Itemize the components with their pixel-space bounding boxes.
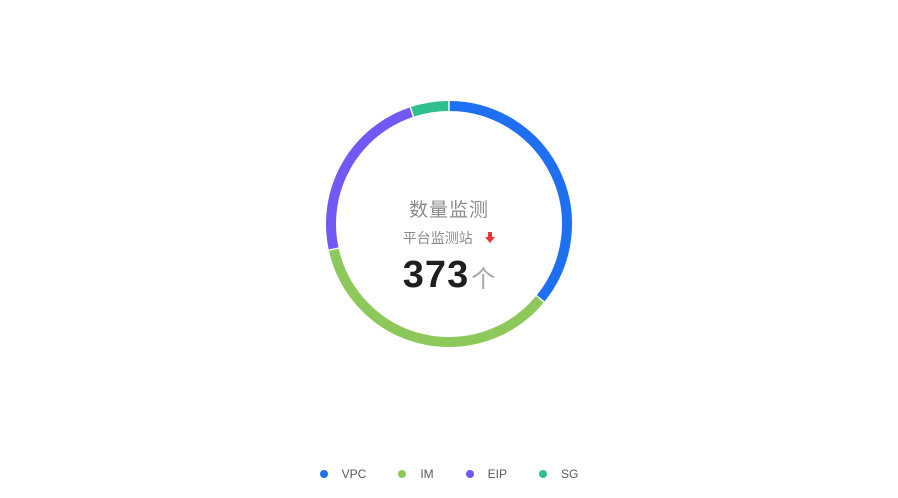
total-unit: 个 bbox=[471, 265, 496, 293]
donut-slice-vpc[interactable] bbox=[449, 101, 572, 302]
legend-item-sg[interactable]: SG bbox=[539, 467, 578, 481]
donut-slice-im[interactable] bbox=[328, 248, 544, 347]
legend-dot bbox=[539, 470, 548, 478]
legend-item-eip[interactable]: EIP bbox=[465, 467, 508, 481]
center-summary: 数量监测 平台监测站 373个 bbox=[349, 196, 549, 301]
chart-legend: VPC IM EIP SG bbox=[0, 467, 898, 481]
chart-title: 数量监测 bbox=[408, 199, 489, 221]
chart-subtitle: 平台监测站 bbox=[402, 231, 473, 247]
chart-subtitle-row: 平台监测站 bbox=[349, 228, 549, 250]
donut-slice-eip[interactable] bbox=[326, 107, 413, 250]
total-value-row: 373个 bbox=[349, 256, 549, 301]
legend-item-im[interactable]: IM bbox=[398, 467, 434, 481]
legend-label: VPC bbox=[341, 467, 367, 481]
legend-dot bbox=[465, 470, 474, 478]
total-value: 373 bbox=[402, 254, 470, 296]
legend-label: IM bbox=[420, 467, 434, 481]
legend-label: SG bbox=[561, 467, 579, 481]
legend-dot bbox=[319, 470, 328, 478]
donut-slice-sg[interactable] bbox=[411, 101, 449, 117]
arrow-down-icon bbox=[485, 228, 496, 250]
legend-dot bbox=[398, 470, 407, 478]
legend-label: EIP bbox=[487, 467, 508, 481]
legend-item-vpc[interactable]: VPC bbox=[319, 467, 367, 481]
